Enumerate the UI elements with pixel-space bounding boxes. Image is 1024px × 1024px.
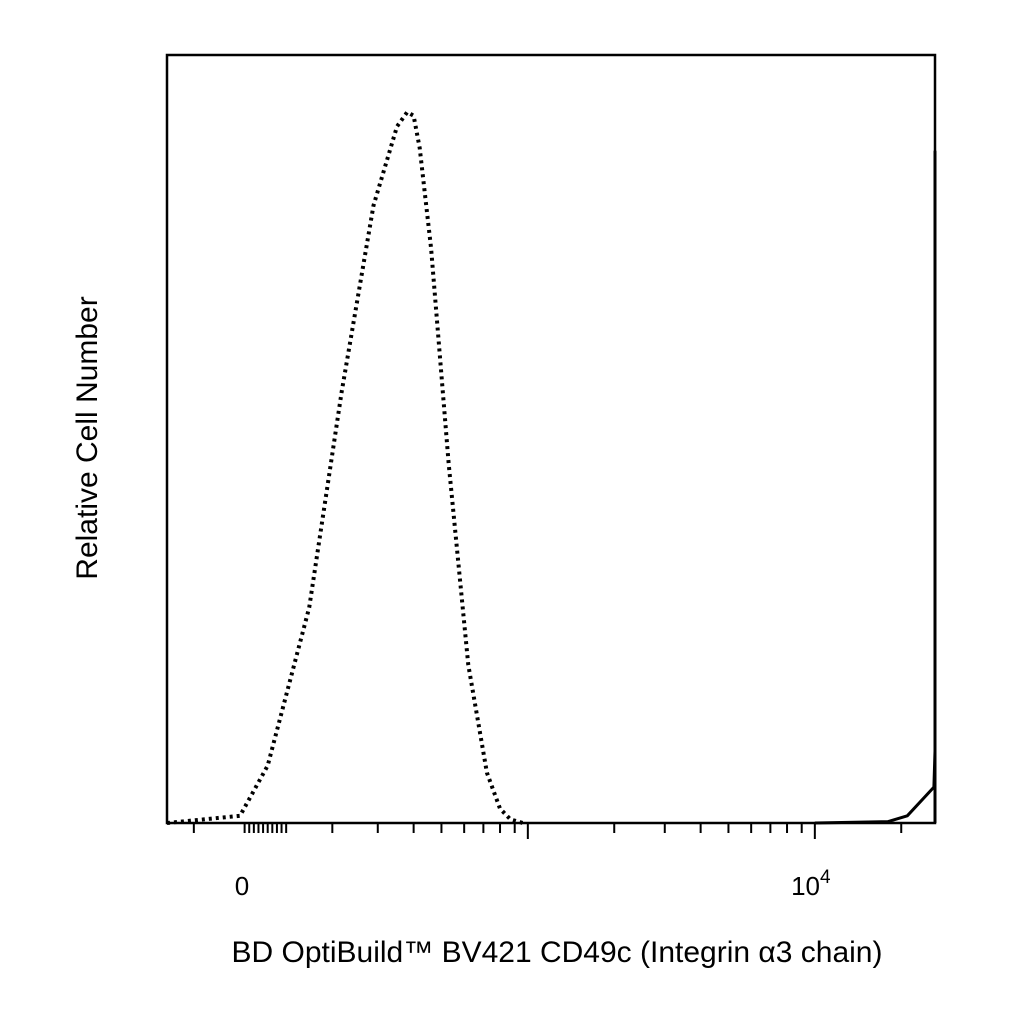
y-axis-label: Relative Cell Number — [71, 296, 104, 579]
x-tick-labels: 0104105 — [235, 867, 831, 901]
series-control-dotted — [166, 110, 524, 825]
series-layer — [166, 110, 937, 825]
series-stained-solid — [814, 150, 937, 825]
x-minor-ticks — [192, 823, 903, 839]
x-axis-label: BD OptiBuild™ BV421 CD49c (Integrin α3 c… — [232, 936, 883, 969]
x-tick-label: 0 — [235, 871, 249, 901]
x-tick-label: 104 — [791, 867, 831, 901]
